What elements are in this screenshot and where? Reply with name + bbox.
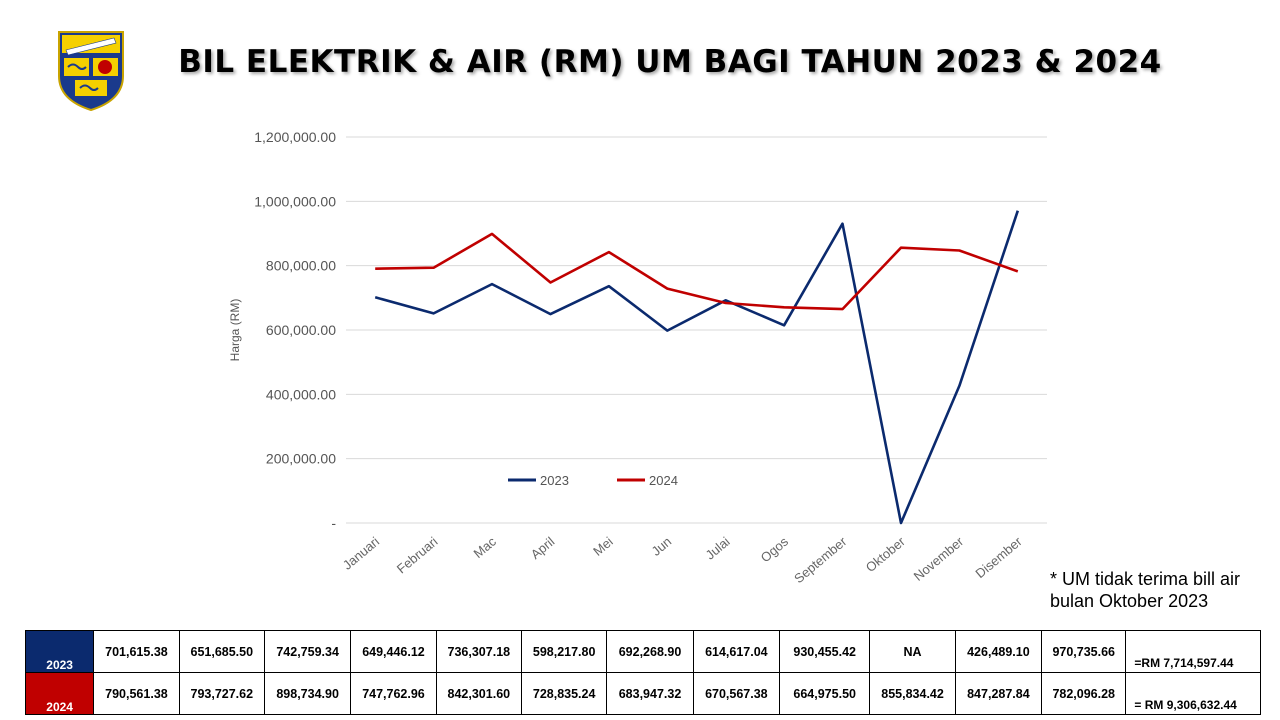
value-cell: 970,735.66 <box>1041 630 1127 673</box>
x-tick-label: November <box>911 533 967 583</box>
university-crest-icon <box>58 31 124 112</box>
value-cell: 898,734.90 <box>263 672 352 715</box>
value-cell: 701,615.38 <box>93 630 180 673</box>
x-tick-label: Mei <box>590 534 616 559</box>
y-tick-label: 1,000,000.00 <box>254 193 336 209</box>
legend-label-2024: 2024 <box>649 473 678 488</box>
year-cell: 2024 <box>24 672 95 715</box>
y-tick-label: 1,200,000.00 <box>254 129 336 145</box>
series-line-2023 <box>374 210 1020 525</box>
value-cell: 649,446.12 <box>350 630 437 673</box>
value-cell: 790,561.38 <box>93 672 180 715</box>
total-cell: =RM 7,714,597.44 <box>1125 630 1261 673</box>
note-text: * UM tidak terima bill air bulan Oktober… <box>1050 569 1241 611</box>
value-cell: 614,617.04 <box>692 630 781 673</box>
value-cell: 692,268.90 <box>606 630 694 673</box>
value-cell: 855,834.42 <box>869 672 956 715</box>
x-tick-label: Ogos <box>758 533 792 565</box>
value-cell: 742,759.34 <box>263 630 352 673</box>
value-cell: NA <box>869 630 956 673</box>
value-cell: 664,975.50 <box>779 672 871 715</box>
value-cell: 736,307.18 <box>435 630 522 673</box>
value-cell: 847,287.84 <box>954 672 1043 715</box>
chart-series <box>374 210 1020 525</box>
x-tick-label: Julai <box>703 534 733 563</box>
y-tick-label: 800,000.00 <box>266 258 336 274</box>
legend-label-2023: 2023 <box>540 473 569 488</box>
chart-gridlines <box>346 136 1047 524</box>
x-tick-label: Jun <box>649 534 675 559</box>
value-cell: 842,301.60 <box>435 672 522 715</box>
value-cell: 747,762.96 <box>350 672 437 715</box>
y-tick-label: 200,000.00 <box>266 451 336 467</box>
y-axis-label: Harga (RM) <box>228 299 242 362</box>
value-cell: 728,835.24 <box>520 672 608 715</box>
value-cell: 930,455.42 <box>779 630 871 673</box>
x-tick-label: Januari <box>340 534 382 573</box>
series-line-2024 <box>375 232 1019 311</box>
x-tick-label: Mac <box>471 533 500 561</box>
university-crest-logo <box>56 30 126 112</box>
x-tick-label: Disember <box>972 533 1025 581</box>
value-cell: 782,096.28 <box>1041 672 1127 715</box>
x-tick-label: April <box>528 534 558 562</box>
y-tick-label: 400,000.00 <box>266 386 336 402</box>
page-title: BIL ELEKTRIK & AIR (RM) UM BAGI TAHUN 20… <box>178 44 1162 80</box>
x-tick-label: September <box>791 533 850 586</box>
y-tick-label: - <box>331 515 336 531</box>
value-cell: 598,217.80 <box>520 630 608 673</box>
year-cell: 2023 <box>24 630 95 673</box>
value-cell: 670,567.38 <box>692 672 781 715</box>
value-cell: 683,947.32 <box>606 672 694 715</box>
value-cell: 426,489.10 <box>954 630 1043 673</box>
x-tick-label: Oktober <box>863 533 909 575</box>
table-row: 2024 790,561.38 793,727.62 898,734.90 747,76… <box>24 672 1261 715</box>
data-table: 2023 701,615.38 651,685.50 742,759.34 649,44… <box>24 630 1261 715</box>
table-row: 2023 701,615.38 651,685.50 742,759.34 649,44… <box>24 630 1261 673</box>
y-axis-ticks: - 200,000.00 400,000.00 600,000.00 800,000.0… <box>254 129 336 531</box>
x-tick-label: Februari <box>394 534 441 577</box>
y-tick-label: 600,000.00 <box>266 322 336 338</box>
total-cell: = RM 9,306,632.44 <box>1125 672 1261 715</box>
value-cell: 793,727.62 <box>178 672 265 715</box>
x-axis-ticks: Januari Februari Mac April Mei Jun Julai Ogos Se… <box>340 533 1025 586</box>
value-cell: 651,685.50 <box>178 630 265 673</box>
chart-legend: 2023 2024 <box>508 473 678 488</box>
